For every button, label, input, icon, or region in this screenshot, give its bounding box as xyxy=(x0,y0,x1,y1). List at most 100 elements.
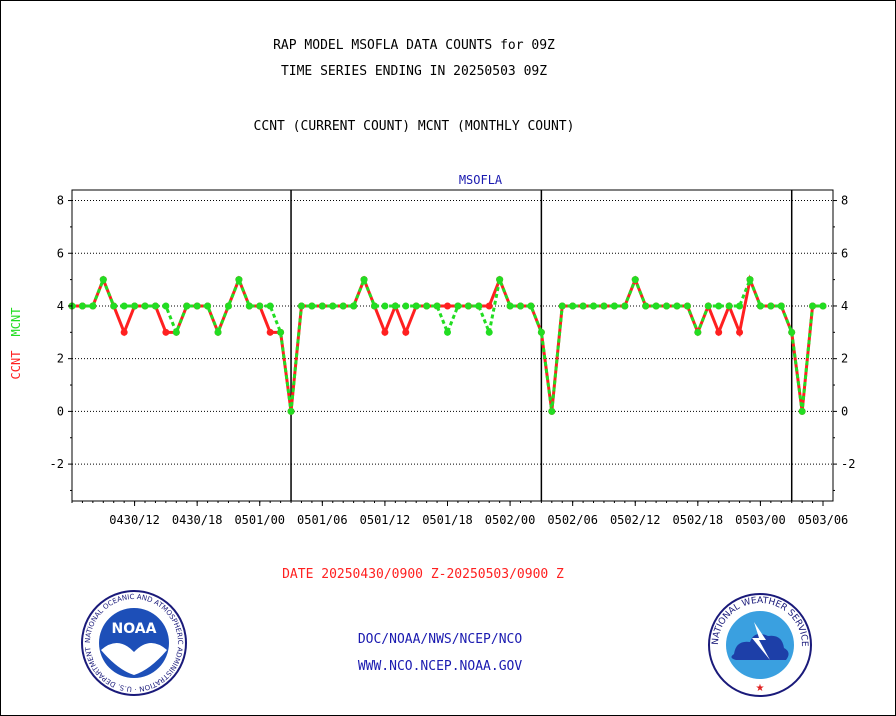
footer-line1: DOC/NOAA/NWS/NCEP/NCO xyxy=(357,632,523,647)
y-tick-label-right: 8 xyxy=(841,194,848,208)
x-tick-label: 0502/12 xyxy=(610,513,661,527)
point-mcnt xyxy=(809,302,817,310)
x-tick-label: 0502/06 xyxy=(547,513,598,527)
point-mcnt xyxy=(131,302,139,310)
point-mcnt xyxy=(527,302,535,310)
point-mcnt xyxy=(631,276,639,284)
x-tick-label: 0430/18 xyxy=(172,513,223,527)
x-axis-label: DATE 20250430/0900 Z-20250503/0900 Z xyxy=(282,567,564,582)
point-mcnt xyxy=(256,302,264,310)
point-ccnt xyxy=(381,328,389,336)
y-tick-label-right: -2 xyxy=(841,457,855,471)
noaa-logo: NATIONAL OCEANIC AND ATMOSPHERIC ADMINIS… xyxy=(78,590,187,696)
point-mcnt xyxy=(736,302,744,310)
point-mcnt xyxy=(464,302,472,310)
point-mcnt xyxy=(506,302,514,310)
series-line-mcnt xyxy=(72,274,823,412)
point-mcnt xyxy=(767,302,775,310)
point-mcnt xyxy=(663,302,671,310)
y-tick-label-right: 4 xyxy=(841,299,848,313)
grid-layer xyxy=(72,190,833,501)
point-ccnt xyxy=(120,328,128,336)
point-mcnt xyxy=(798,407,806,415)
point-mcnt xyxy=(600,302,608,310)
point-mcnt xyxy=(475,302,483,310)
nws-lightning-icon xyxy=(752,622,770,660)
point-mcnt xyxy=(715,302,723,310)
y-tick-label-left: 4 xyxy=(57,299,64,313)
point-mcnt xyxy=(370,302,378,310)
point-mcnt xyxy=(402,302,410,310)
y-tick-label-right: 2 xyxy=(841,352,848,366)
point-mcnt xyxy=(777,302,785,310)
point-mcnt xyxy=(277,328,285,336)
y-tick-label-left: 2 xyxy=(57,352,64,366)
y-axis-label-ccnt: CCNT xyxy=(9,351,23,380)
point-mcnt xyxy=(673,302,681,310)
point-mcnt xyxy=(172,328,180,336)
point-ccnt xyxy=(736,328,744,336)
point-mcnt xyxy=(454,302,462,310)
point-mcnt xyxy=(819,302,827,310)
point-mcnt xyxy=(621,302,629,310)
point-mcnt xyxy=(266,302,274,310)
x-tick-label: 0501/00 xyxy=(234,513,285,527)
series-line-ccnt xyxy=(72,274,823,412)
nws-logo: NATIONAL WEATHER SERVICE ★ xyxy=(708,593,812,697)
point-mcnt xyxy=(214,328,222,336)
point-mcnt xyxy=(287,407,295,415)
point-ccnt xyxy=(162,328,170,336)
point-mcnt xyxy=(99,276,107,284)
point-mcnt xyxy=(381,302,389,310)
point-mcnt xyxy=(235,276,243,284)
y-tick-label-right: 6 xyxy=(841,246,848,260)
x-tick-label: 0501/06 xyxy=(297,513,348,527)
point-mcnt xyxy=(558,302,566,310)
point-mcnt xyxy=(590,302,598,310)
point-mcnt xyxy=(162,302,170,310)
point-mcnt xyxy=(350,302,358,310)
point-mcnt xyxy=(245,302,253,310)
series-layer xyxy=(68,274,827,415)
point-mcnt xyxy=(89,302,97,310)
point-mcnt xyxy=(151,302,159,310)
y-tick-label-left: 8 xyxy=(57,194,64,208)
point-mcnt xyxy=(537,328,545,336)
x-tick-label: 0503/00 xyxy=(735,513,786,527)
x-tick-label: 0501/12 xyxy=(360,513,411,527)
point-mcnt xyxy=(788,328,796,336)
point-mcnt xyxy=(746,276,754,284)
point-mcnt xyxy=(694,328,702,336)
x-tick-label: 0502/00 xyxy=(485,513,536,527)
point-mcnt xyxy=(579,302,587,310)
point-mcnt xyxy=(183,302,191,310)
noaa-logo-text: NOAA xyxy=(112,621,157,637)
y-tick-label-left: -2 xyxy=(50,457,64,471)
axis-layer: -2 -2 0 0 2 2 4 4 6 6 8 8 0430/12 0430/18 0501/00 0501/… xyxy=(9,173,855,582)
point-mcnt xyxy=(548,407,556,415)
chart-title-line1: RAP MODEL MSOFLA DATA COUNTS for 09Z xyxy=(273,38,555,53)
point-mcnt xyxy=(204,302,212,310)
nws-star-icon: ★ xyxy=(756,683,765,694)
x-tick-label: 0501/18 xyxy=(422,513,473,527)
x-tick-label: 0502/18 xyxy=(673,513,724,527)
y-tick-label-left: 6 xyxy=(57,246,64,260)
point-mcnt xyxy=(423,302,431,310)
point-mcnt xyxy=(652,302,660,310)
point-mcnt xyxy=(756,302,764,310)
point-mcnt xyxy=(318,302,326,310)
y-tick-label-right: 0 xyxy=(841,404,848,418)
y-axis-label-mcnt: MCNT xyxy=(9,308,23,337)
x-tick-label: 0430/12 xyxy=(109,513,160,527)
point-mcnt xyxy=(329,302,337,310)
y-tick-label-left: 0 xyxy=(57,404,64,418)
point-ccnt xyxy=(266,328,274,336)
point-mcnt xyxy=(517,302,525,310)
point-mcnt xyxy=(444,328,451,336)
point-mcnt xyxy=(360,276,368,284)
point-mcnt xyxy=(683,302,691,310)
point-mcnt xyxy=(610,302,618,310)
point-mcnt xyxy=(110,302,118,310)
point-mcnt xyxy=(496,276,504,284)
